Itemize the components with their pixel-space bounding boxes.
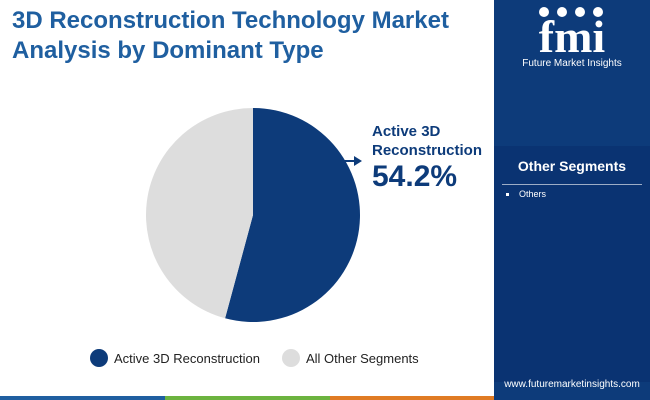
brand-name: Future Market Insights <box>522 58 622 69</box>
callout-label-line-1: Active 3D <box>372 123 441 140</box>
bottom-bar-segment <box>165 396 330 400</box>
legend-label-active: Active 3D Reconstruction <box>114 350 260 366</box>
legend-item-other: All Other Segments <box>281 349 419 367</box>
legend-swatch-other <box>281 349 300 367</box>
callout: Active 3D Reconstruction 54.2% <box>372 122 492 194</box>
pie-slice-active-3d-reconstruction <box>225 108 360 322</box>
sidebar: fmi Future Market Insights Other Segment… <box>494 0 650 400</box>
callout-arrow <box>354 156 362 166</box>
bottom-bar-segment <box>494 396 650 400</box>
bottom-bar-segment <box>0 396 165 400</box>
legend-swatch-active <box>90 349 108 367</box>
chart-title-line-1: 3D Reconstruction Technology Market <box>12 7 449 34</box>
chart-title-line-2: Analysis by Dominant Type <box>12 37 324 64</box>
callout-value: 54.2% <box>372 160 458 193</box>
bottom-color-bar <box>0 396 650 400</box>
logo-letters: fmi <box>539 11 606 62</box>
bottom-bar-segment <box>330 396 494 400</box>
legend-item-active: Active 3D Reconstruction <box>90 349 260 367</box>
segment-label: Others <box>519 189 547 199</box>
pie-chart <box>146 108 362 322</box>
fmi-logo: fmi <box>539 7 606 62</box>
pie-slice-all-other-segments <box>146 108 253 319</box>
segments-divider <box>502 184 642 185</box>
website-url: www.futuremarketinsights.com <box>504 379 640 390</box>
bullet-icon <box>506 192 509 196</box>
pie-slices <box>146 108 360 322</box>
segment-item: Others <box>506 188 546 200</box>
chart-title: 3D Reconstruction Technology Market Anal… <box>12 6 482 66</box>
segments-list: Others <box>506 188 546 200</box>
callout-label-line-2: Reconstruction <box>372 142 483 159</box>
legend-label-other: All Other Segments <box>305 350 419 366</box>
other-segments-panel: Other Segments Others <box>494 146 650 382</box>
chart-legend: Active 3D Reconstruction All Other Segme… <box>90 346 441 370</box>
other-segments-title: Other Segments <box>517 158 627 174</box>
callout-label: Active 3D Reconstruction <box>372 122 492 160</box>
